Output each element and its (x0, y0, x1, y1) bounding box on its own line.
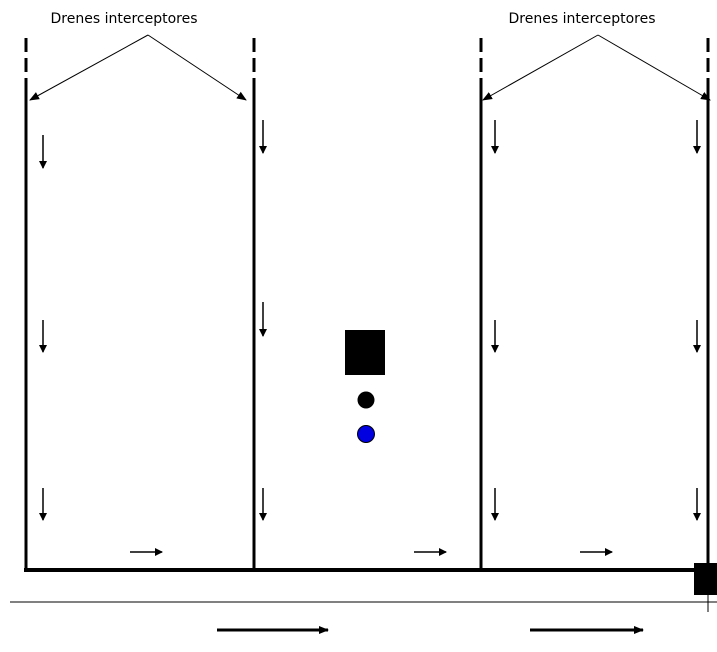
flow-arrows (39, 120, 701, 634)
outlet (694, 563, 717, 595)
pointer-lines (29, 34, 711, 101)
label: Drenes interceptores (509, 11, 656, 27)
label: Drenes interceptores (51, 11, 198, 27)
well (345, 330, 385, 375)
point (357, 425, 375, 443)
point (357, 391, 375, 409)
drains (24, 38, 710, 572)
